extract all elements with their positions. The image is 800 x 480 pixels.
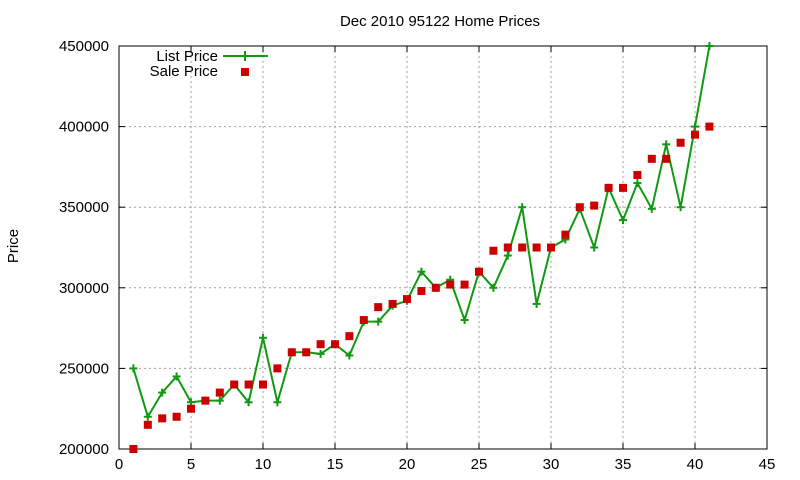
sale-price-point bbox=[590, 201, 599, 210]
y-tick-label: 400000 bbox=[59, 119, 109, 136]
x-tick-label: 10 bbox=[255, 456, 272, 473]
list-price-point bbox=[503, 251, 512, 260]
sale-price-point bbox=[403, 295, 411, 304]
list-price-point bbox=[345, 351, 354, 360]
sale-price-point bbox=[273, 364, 282, 373]
x-tick-label: 5 bbox=[187, 456, 195, 473]
axis-ticks: 0 5 10 15 20 25 30 35 40 45 200000 250000 300000 3500… bbox=[59, 38, 775, 473]
sale-price-point bbox=[158, 414, 167, 423]
plot-frame bbox=[118, 45, 768, 450]
y-axis-label: Price bbox=[5, 229, 22, 263]
sale-price-point bbox=[230, 380, 239, 389]
y-tick-label: 200000 bbox=[59, 441, 109, 458]
list-price-point bbox=[172, 372, 181, 381]
x-tick-label: 30 bbox=[543, 456, 560, 473]
sale-price-point bbox=[215, 388, 224, 397]
y-tick-label: 250000 bbox=[59, 360, 109, 377]
list-price-point bbox=[590, 243, 599, 252]
sale-price-point bbox=[547, 243, 555, 252]
legend-marker-list-price bbox=[240, 51, 250, 61]
sale-price-point bbox=[345, 332, 354, 341]
sale-price-point bbox=[446, 280, 455, 289]
sale-price-point bbox=[705, 122, 714, 131]
list-price-point bbox=[705, 42, 714, 50]
list-price-point bbox=[619, 216, 627, 225]
list-price-point bbox=[259, 333, 267, 342]
x-tick-label: 20 bbox=[399, 456, 416, 473]
sale-price-point bbox=[633, 170, 642, 179]
sale-price-point bbox=[503, 243, 512, 252]
list-price-point bbox=[460, 316, 469, 325]
legend-label-list-price: List Price bbox=[156, 48, 218, 65]
list-price-point bbox=[662, 140, 671, 149]
sale-price-point bbox=[460, 280, 469, 289]
legend-marker-sale-price bbox=[241, 68, 249, 76]
x-tick-label: 0 bbox=[115, 456, 123, 473]
x-tick-label: 40 bbox=[687, 456, 704, 473]
list-price-point bbox=[244, 398, 253, 407]
sale-price-point bbox=[417, 287, 426, 296]
list-price-point bbox=[129, 364, 138, 373]
y-tick-label: 350000 bbox=[59, 199, 109, 216]
sale-price-point bbox=[676, 138, 685, 147]
sale-price-point bbox=[575, 203, 584, 212]
sale-price-point bbox=[359, 316, 368, 325]
sale-price-point bbox=[331, 340, 339, 349]
sale-price-point bbox=[532, 243, 541, 252]
sale-price-point bbox=[244, 380, 253, 389]
list-price-point bbox=[691, 122, 699, 131]
sale-price-point bbox=[647, 154, 656, 163]
sale-price-point bbox=[259, 380, 267, 389]
y-tick-label: 300000 bbox=[59, 280, 109, 297]
sale-price-point bbox=[172, 412, 181, 421]
chart-title: Dec 2010 95122 Home Prices bbox=[340, 13, 540, 30]
list-price-point bbox=[647, 204, 656, 213]
legend: List Price Sale Price bbox=[150, 48, 268, 80]
list-price-point bbox=[158, 388, 167, 397]
list-price-point bbox=[518, 203, 527, 212]
sale-price-point bbox=[561, 230, 570, 239]
list-price-point bbox=[489, 283, 498, 292]
sale-price-point bbox=[431, 283, 440, 292]
sale-price-point bbox=[201, 396, 210, 405]
grid bbox=[119, 46, 767, 449]
sale-price-point bbox=[388, 299, 397, 308]
sale-price-point bbox=[302, 348, 311, 357]
sale-price-point bbox=[518, 243, 527, 252]
sale-price-point bbox=[143, 420, 152, 429]
sale-price-point bbox=[187, 404, 195, 413]
list-price-point bbox=[532, 299, 541, 308]
x-tick-label: 45 bbox=[759, 456, 776, 473]
x-tick-label: 15 bbox=[327, 456, 344, 473]
list-price-point bbox=[316, 349, 325, 358]
list-price-point bbox=[417, 267, 426, 276]
sale-price-point bbox=[691, 130, 699, 139]
series-layer bbox=[129, 42, 714, 453]
list-price-point bbox=[143, 412, 152, 421]
sale-price-point bbox=[619, 183, 627, 192]
x-tick-label: 25 bbox=[471, 456, 488, 473]
sale-price-point bbox=[287, 348, 296, 357]
list-price-point bbox=[374, 317, 383, 326]
list-price-point bbox=[273, 398, 282, 407]
sale-price-point bbox=[129, 445, 138, 453]
sale-price-point bbox=[489, 246, 498, 255]
sale-price-point bbox=[316, 340, 325, 349]
sale-price-point bbox=[604, 183, 613, 192]
list-price-point bbox=[215, 396, 224, 405]
sale-price-point bbox=[374, 303, 383, 312]
x-tick-label: 35 bbox=[615, 456, 632, 473]
list-price-point bbox=[633, 179, 642, 188]
sale-price-point bbox=[475, 267, 483, 276]
list-price-point bbox=[676, 203, 685, 212]
legend-label-sale-price: Sale Price bbox=[150, 63, 218, 80]
sale-price-point bbox=[662, 154, 671, 163]
y-tick-label: 450000 bbox=[59, 38, 109, 55]
